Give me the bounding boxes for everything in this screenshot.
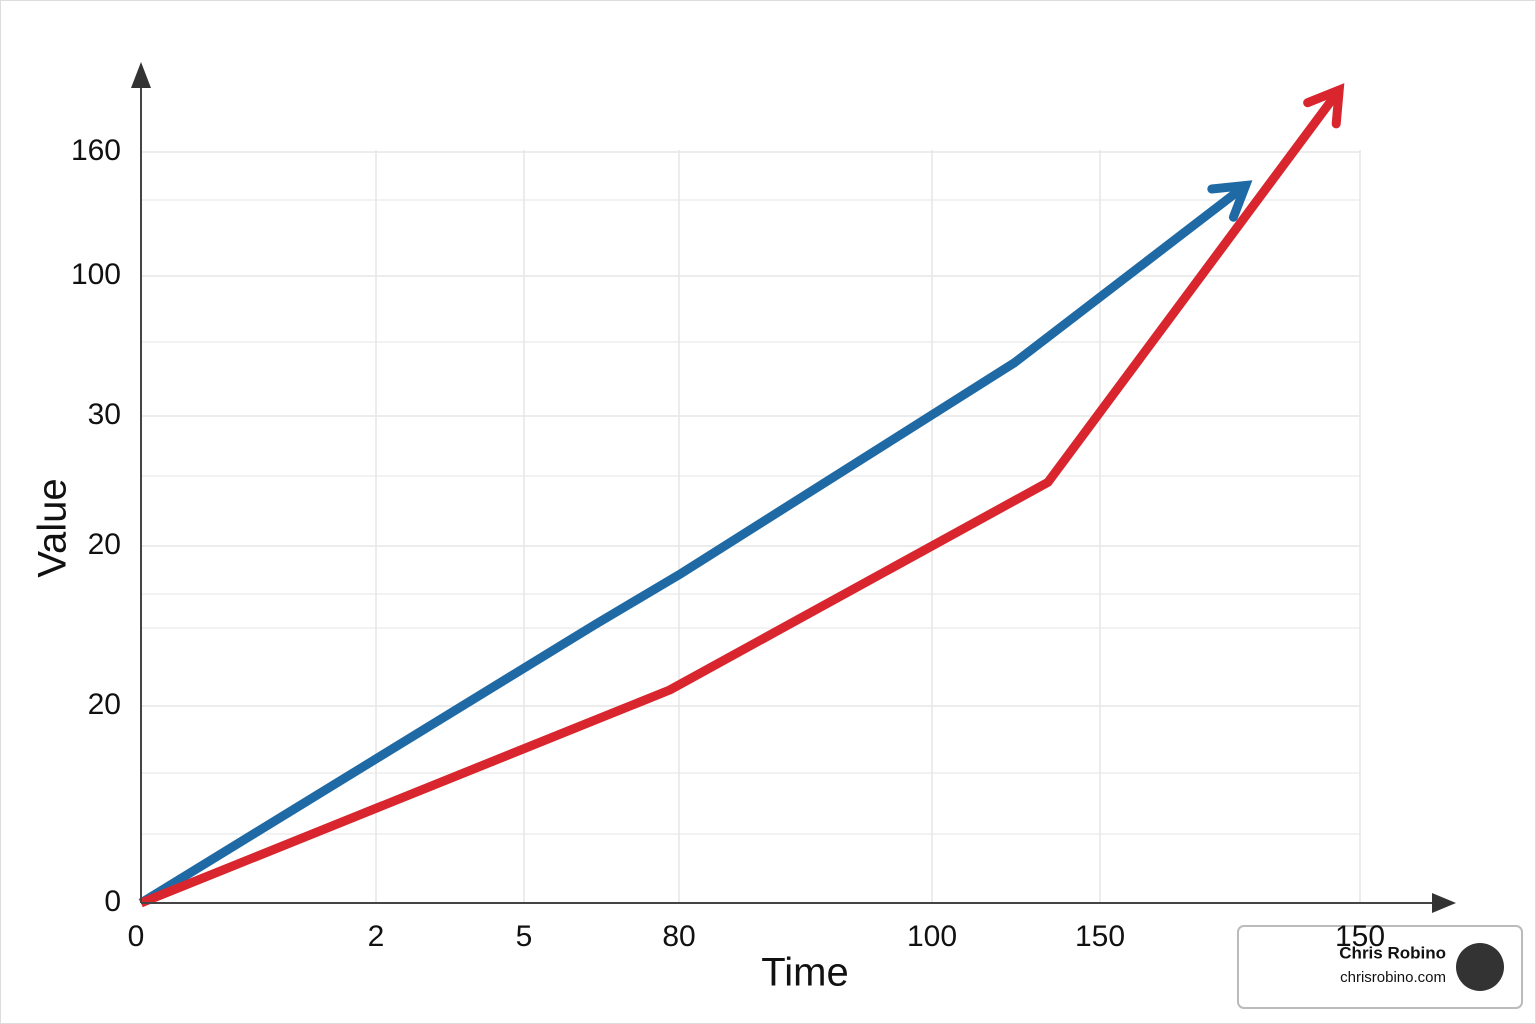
x-tick-label: 150 [1075,920,1125,953]
arrow-head [1303,83,1345,129]
watermark-site: chrisrobino.com [1340,969,1446,986]
y-tick-label: 20 [88,688,121,721]
y-tick-label: 0 [104,885,121,918]
y-axis-arrow [131,62,151,88]
arrow-head [1207,180,1253,222]
x-tick-label: 5 [516,920,533,953]
x-tick-label: 100 [907,920,957,953]
series-line [139,87,1343,908]
y-tick-label: 100 [71,258,121,291]
y-tick-label: 160 [71,134,121,167]
y-tick-label: 30 [88,398,121,431]
x-tick-label: 0 [128,920,145,953]
y-axis-title: Value [31,478,75,577]
series-line [138,181,1249,907]
x-axis-title: Time [761,951,848,995]
x-axis-arrow [1432,893,1456,913]
watermark-name: Chris Robino [1339,943,1446,962]
x-tick-label: 2 [368,920,385,953]
grid [141,150,1361,903]
plot [138,83,1345,908]
watermark-logo [1456,943,1504,991]
watermark-box [1237,925,1523,1009]
x-tick-label: 80 [662,920,695,953]
y-tick-label: 20 [88,528,121,561]
watermark: Chris Robino chrisrobino.com [1237,925,1523,1009]
x-tick-label: 150 [1335,920,1385,953]
